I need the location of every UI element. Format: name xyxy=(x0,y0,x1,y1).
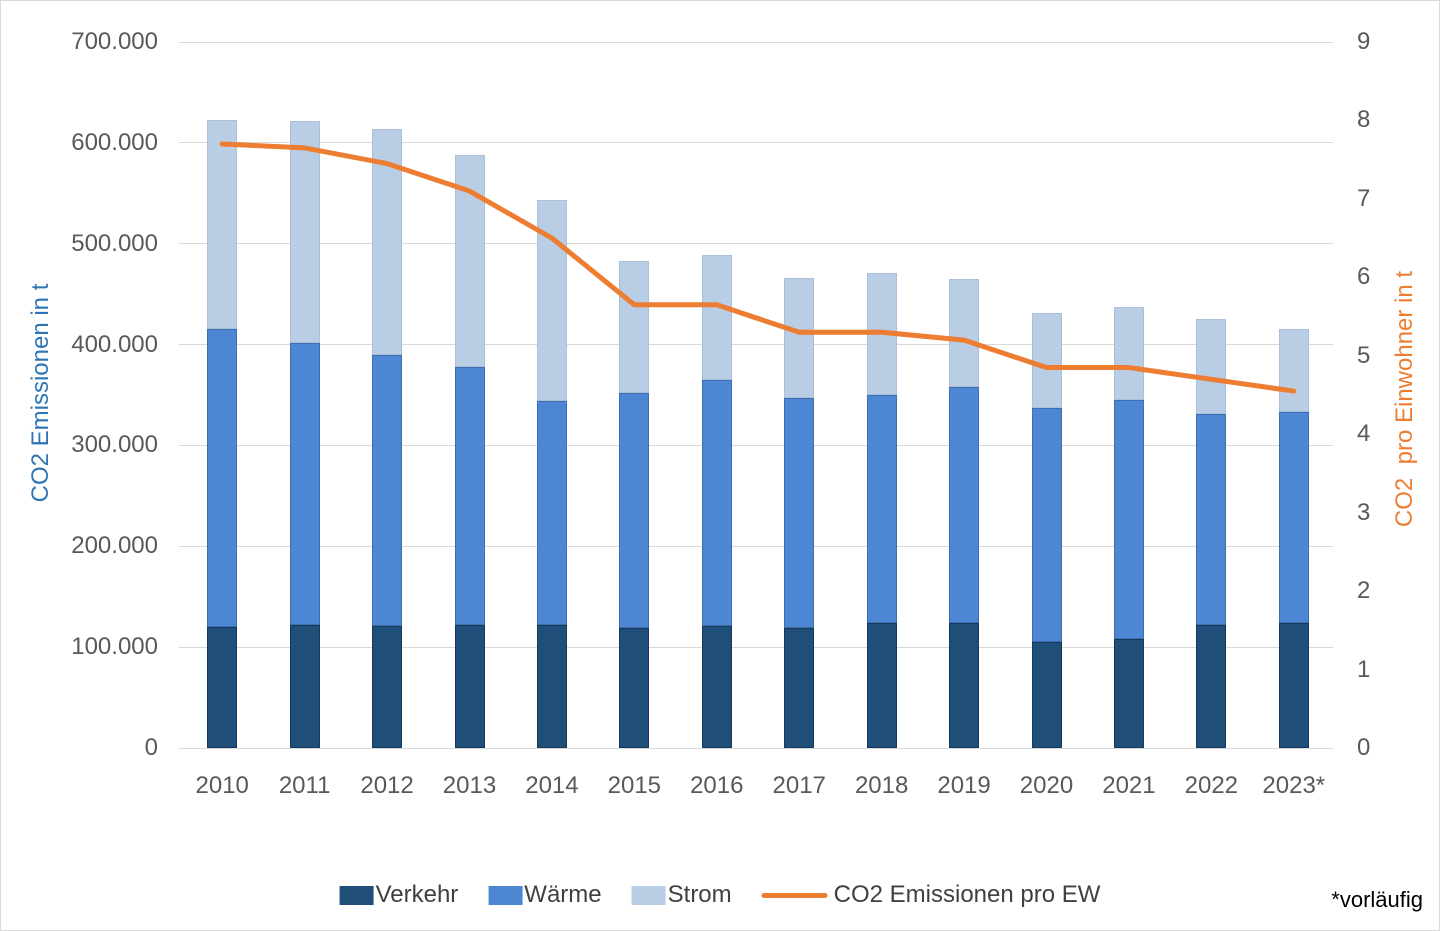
legend-label-strom: Strom xyxy=(667,881,732,908)
right-axis-tick-label: 9 xyxy=(1357,28,1371,55)
left-axis-tick-label: 700.000 xyxy=(71,28,158,55)
right-axis-tick-label: 7 xyxy=(1357,184,1371,212)
gridline xyxy=(179,142,1333,144)
bar-segment-strom xyxy=(784,278,815,399)
bar-segment-verkehr xyxy=(784,627,815,748)
bar-segment-w-rme xyxy=(1113,400,1144,640)
right-axis-tick-label: 8 xyxy=(1357,106,1371,134)
bar-segment-strom xyxy=(949,279,980,387)
left-axis-tick-label: 400.000 xyxy=(71,330,158,358)
bar-segment-verkehr xyxy=(1031,642,1062,748)
bar-segment-w-rme xyxy=(619,392,650,628)
bar-segment-verkehr xyxy=(536,624,567,748)
x-axis-label: 2014 xyxy=(525,772,579,799)
left-axis-tick-label: 500.000 xyxy=(71,229,158,257)
bar-segment-verkehr xyxy=(1196,624,1227,748)
x-axis-label: 2020 xyxy=(1019,772,1074,799)
bar-segment-w-rme xyxy=(1031,408,1062,643)
bar-segment-verkehr xyxy=(949,622,980,748)
gridline xyxy=(179,344,1333,346)
bar-segment-strom xyxy=(289,120,320,343)
x-axis-label: 2022 xyxy=(1184,772,1239,799)
bar-segment-verkehr xyxy=(1278,622,1309,748)
bar-segment-strom xyxy=(619,260,650,393)
legend-label-verkehr: Verkehr xyxy=(375,881,459,908)
right-axis-tick-label: 1 xyxy=(1357,655,1371,683)
legend-swatch-verkehr-icon xyxy=(339,885,374,905)
left-axis-tick-label: 100.000 xyxy=(71,633,158,661)
footnote-vorlaeufig: *vorläufig xyxy=(1331,887,1423,912)
bar-segment-w-rme xyxy=(949,386,980,623)
legend-label-waerme: Wärme xyxy=(524,881,602,908)
legend-item-verkehr: Verkehr xyxy=(339,881,459,909)
bar-segment-w-rme xyxy=(289,342,320,625)
bar-segment-strom xyxy=(454,154,485,367)
x-axis-label: 2023* xyxy=(1262,772,1326,799)
legend-line-swatch-icon xyxy=(761,892,828,898)
gridline xyxy=(179,243,1333,245)
bar-segment-strom xyxy=(1031,313,1062,409)
gridline xyxy=(179,747,1333,749)
bar-segment-strom xyxy=(1113,307,1144,401)
right-axis-tick-label: 3 xyxy=(1357,498,1371,526)
bar-segment-w-rme xyxy=(454,366,485,625)
gridline xyxy=(179,545,1333,547)
left-axis-tick-label: 300.000 xyxy=(71,431,158,459)
gridline xyxy=(179,646,1333,648)
bar-segment-verkehr xyxy=(701,625,732,748)
x-axis-label: 2018 xyxy=(854,772,909,799)
x-axis-label: 2013 xyxy=(442,772,497,799)
bar-segment-verkehr xyxy=(619,627,650,748)
bar-segment-w-rme xyxy=(866,395,897,623)
left-axis-tick-label: 600.000 xyxy=(71,128,158,156)
x-axis-label: 2011 xyxy=(278,772,331,799)
left-axis-tick-label: 200.000 xyxy=(71,532,158,560)
x-axis-label: 2021 xyxy=(1102,772,1156,799)
bar-segment-verkehr xyxy=(207,626,238,748)
bar-segment-verkehr xyxy=(866,622,897,748)
x-axis-label: 2017 xyxy=(772,772,826,799)
bar-segment-verkehr xyxy=(1113,639,1144,748)
x-axis-label: 2015 xyxy=(607,772,662,799)
bar-segment-strom xyxy=(1196,319,1227,415)
bar-segment-w-rme xyxy=(1278,412,1309,623)
bar-segment-w-rme xyxy=(536,401,567,625)
legend-item-waerme: Wärme xyxy=(488,881,602,909)
legend-item-strom: Strom xyxy=(631,881,732,909)
right-axis-title: CO2 pro Einwohner in t xyxy=(1391,270,1418,528)
x-axis-label: 2010 xyxy=(195,772,249,799)
bar-segment-strom xyxy=(1278,329,1309,413)
bar-segment-verkehr xyxy=(454,624,485,748)
right-axis-tick-label: 2 xyxy=(1357,577,1371,605)
left-axis-title: CO2 Emissionen in t xyxy=(27,283,54,503)
right-axis-tick-label: 5 xyxy=(1357,341,1371,369)
bar-segment-w-rme xyxy=(784,398,815,628)
x-axis-label: 2019 xyxy=(937,772,991,799)
legend-swatch-strom-icon xyxy=(631,885,666,905)
gridline xyxy=(179,444,1333,446)
bar-segment-w-rme xyxy=(372,354,403,626)
bar-segment-strom xyxy=(536,200,567,402)
bar-segment-w-rme xyxy=(207,329,238,627)
gridline xyxy=(179,41,1333,43)
bar-segment-w-rme xyxy=(1196,414,1227,625)
legend-label-co2-pro-ew: CO2 Emissionen pro EW xyxy=(833,881,1101,908)
right-axis-tick-label: 6 xyxy=(1357,263,1371,291)
right-axis-tick-label: 0 xyxy=(1357,734,1371,761)
legend: Verkehr Wärme Strom CO2 Emissionen pro E… xyxy=(339,881,1101,909)
left-axis-tick-label: 0 xyxy=(144,734,158,761)
legend-item-co2-pro-ew: CO2 Emissionen pro EW xyxy=(761,881,1101,909)
bar-segment-verkehr xyxy=(372,625,403,748)
right-axis-tick-label: 4 xyxy=(1357,420,1371,448)
bar-segment-strom xyxy=(372,128,403,355)
bar-segment-strom xyxy=(701,254,732,380)
x-axis-label: 2016 xyxy=(690,772,744,799)
bar-segment-verkehr xyxy=(289,624,320,748)
bar-segment-strom xyxy=(207,119,238,330)
legend-swatch-waerme-icon xyxy=(488,885,523,905)
x-axis-label: 2012 xyxy=(360,772,414,799)
bar-segment-strom xyxy=(866,272,897,395)
bar-segment-w-rme xyxy=(701,379,732,626)
